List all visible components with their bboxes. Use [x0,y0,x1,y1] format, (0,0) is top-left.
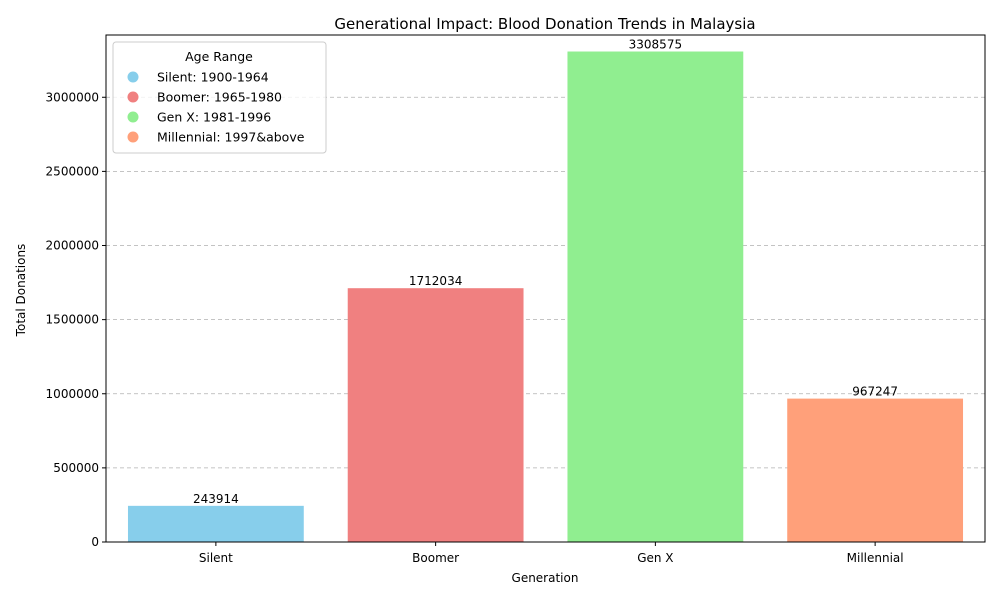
bar-value-label: 3308575 [629,38,682,52]
bar-value-label: 1712034 [409,274,462,288]
x-tick-label: Gen X [637,551,673,565]
legend-title: Age Range [185,49,253,64]
legend-entry-label: Boomer: 1965-1980 [157,90,282,105]
bars-group [127,51,964,542]
y-ticks-group: 0 500000 1000000 1500000 2000000 2500000 30000… [46,90,106,549]
legend-frame [112,41,327,154]
y-tick-label: 1500000 [46,313,99,327]
bar-boomer [347,288,524,542]
data-labels-group: 243914 1712034 3308575 967247 [193,38,898,506]
plot-frame [105,34,986,543]
legend-marker [127,111,139,123]
legend-marker [127,131,139,143]
x-tick-label: Boomer [412,551,459,565]
y-tick-label: 0 [91,535,99,549]
y-tick-label: 2000000 [46,239,99,253]
x-axis-label: Generation [512,571,579,585]
chart-title: Generational Impact: Blood Donation Tren… [334,15,755,33]
y-tick-label: 2500000 [46,164,99,178]
x-tick-label: Millennial [847,551,904,565]
bar-gen-x [567,51,744,542]
legend-marker [127,91,139,103]
axes-group [105,34,986,543]
legend-entry-label: Silent: 1900-1964 [157,70,269,85]
bar-silent [127,505,304,542]
x-tick-label: Silent [199,551,233,565]
legend: Age Range Silent: 1900-1964 Boomer: 1965-… [112,41,327,154]
legend-entries: Silent: 1900-1964 Boomer: 1965-1980 Gen X:… [127,70,305,145]
legend-marker [127,71,139,83]
y-tick-label: 1000000 [46,387,99,401]
bar-millennial [787,398,964,542]
bar-value-label: 243914 [193,492,239,506]
legend-entry-label: Millennial: 1997&above [157,130,305,145]
y-tick-label: 3000000 [46,90,99,104]
y-axis-label: Total Donations [14,244,28,338]
y-tick-label: 500000 [53,461,99,475]
legend-entry-label: Gen X: 1981-1996 [157,110,271,125]
x-ticks-group: Silent Boomer Gen X Millennial [199,542,904,565]
bar-value-label: 967247 [852,385,898,399]
